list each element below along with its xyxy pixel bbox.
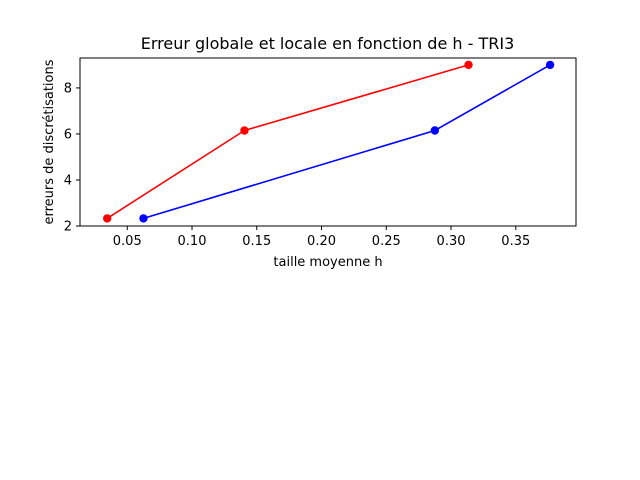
x-tick-label: 0.25 [372,234,401,249]
x-tick-label: 0.05 [113,234,142,249]
y-tick-label: 8 [64,81,72,96]
series-2-point [430,126,440,135]
y-tick-label: 6 [64,127,72,142]
plot-area-frame [79,57,577,227]
y-tick-label: 2 [64,220,72,235]
y-axis-ticks: 2 4 6 8 [64,81,80,235]
series-1-point [102,214,112,223]
y-tick-label: 4 [64,173,72,188]
x-tick-label: 0.15 [242,234,271,249]
x-tick-label: 0.10 [178,234,207,249]
series-2-point [545,60,555,70]
x-axis-label: taille moyenne h [273,255,382,270]
y-axis-label: erreurs de discrétisations [42,59,57,224]
x-tick-label: 0.30 [437,234,466,249]
series-2-point [139,214,148,223]
series-1-point [464,60,473,70]
chart-title: Erreur globale et locale en fonction de … [141,34,515,53]
x-tick-label: 0.35 [501,234,530,249]
x-tick-label: 0.20 [307,234,336,249]
series-layer [102,60,555,223]
x-axis-ticks: 0.05 0.10 0.15 0.20 0.25 0.30 0.35 [113,226,530,249]
series-1-point [240,126,249,135]
